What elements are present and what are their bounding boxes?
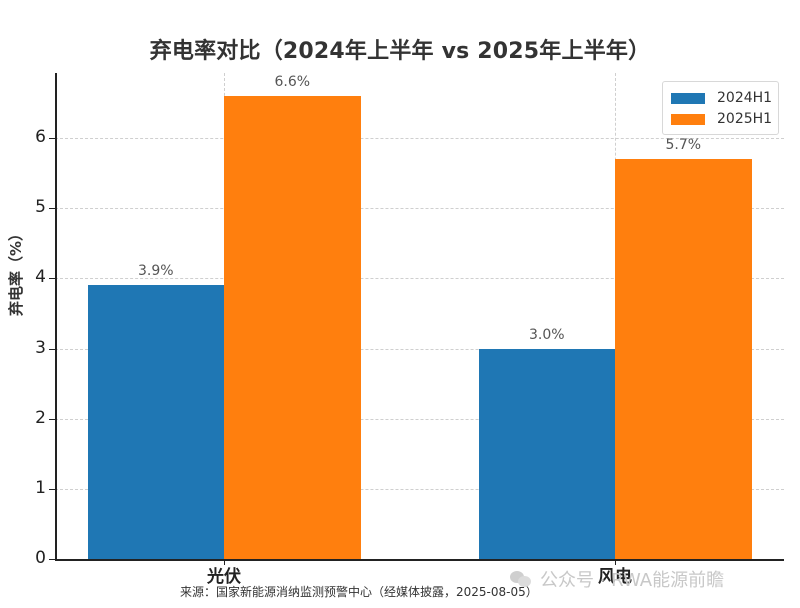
bar-2024h1-0 <box>87 285 224 559</box>
bar-value-label: 3.0% <box>528 326 565 343</box>
y-tick <box>49 418 55 420</box>
y-tick-label: 0 <box>35 548 46 568</box>
y-tick <box>49 278 55 280</box>
legend-swatch-2024h1 <box>671 92 705 104</box>
y-tick-label: 2 <box>35 407 46 428</box>
y-tick <box>49 138 55 140</box>
y-tick <box>49 488 55 490</box>
watermark-text: 公众号 · RWA能源前瞻 <box>540 570 725 591</box>
wechat-icon <box>510 571 532 587</box>
bar-value-label: 6.6% <box>274 74 311 91</box>
y-tick-label: 6 <box>35 127 46 148</box>
legend: 2024H1 2025H1 <box>662 81 779 135</box>
h-grid-line <box>55 278 784 280</box>
h-grid-line <box>55 418 784 420</box>
legend-label: 2025H1 <box>717 111 773 127</box>
plot-area: 3.9% 6.6% 3.0% 5.7% <box>55 73 784 559</box>
legend-item-2024h1: 2024H1 <box>671 88 772 108</box>
h-grid-line <box>55 488 784 490</box>
legend-swatch-2025h1 <box>671 113 705 125</box>
legend-item-2025h1: 2025H1 <box>671 109 772 129</box>
y-tick-label: 4 <box>35 267 46 288</box>
y-tick <box>49 208 55 210</box>
y-tick-label: 1 <box>35 477 46 498</box>
y-tick-label: 3 <box>35 337 46 358</box>
bar-value-label: 5.7% <box>665 137 702 154</box>
bar-value-label: 3.9% <box>137 263 174 280</box>
y-axis-label: 弃电率（%） <box>7 225 25 316</box>
bar-2024h1-1 <box>478 348 615 559</box>
x-tick-label: 风电 <box>598 567 632 587</box>
x-tick-label: 光伏 <box>207 567 241 587</box>
x-axis <box>55 559 784 561</box>
legend-label: 2024H1 <box>717 90 773 106</box>
y-tick <box>49 559 55 560</box>
h-grid-line <box>55 138 784 140</box>
x-tick <box>224 560 225 565</box>
h-grid-line <box>55 208 784 210</box>
chart-title: 弃电率对比（2024年上半年 vs 2025年上半年） <box>149 39 651 64</box>
y-axis <box>55 73 57 560</box>
y-tick <box>49 348 55 350</box>
h-grid-line <box>55 348 784 350</box>
y-tick-label: 5 <box>35 197 46 218</box>
bar-2025h1-1 <box>615 159 752 559</box>
source-note: 来源：国家新能源消纳监测预警中心（经媒体披露，2025-08-05） <box>180 585 538 599</box>
x-tick <box>615 560 616 565</box>
watermark: 公众号 · RWA能源前瞻 <box>510 566 724 592</box>
bar-2025h1-0 <box>224 96 361 559</box>
